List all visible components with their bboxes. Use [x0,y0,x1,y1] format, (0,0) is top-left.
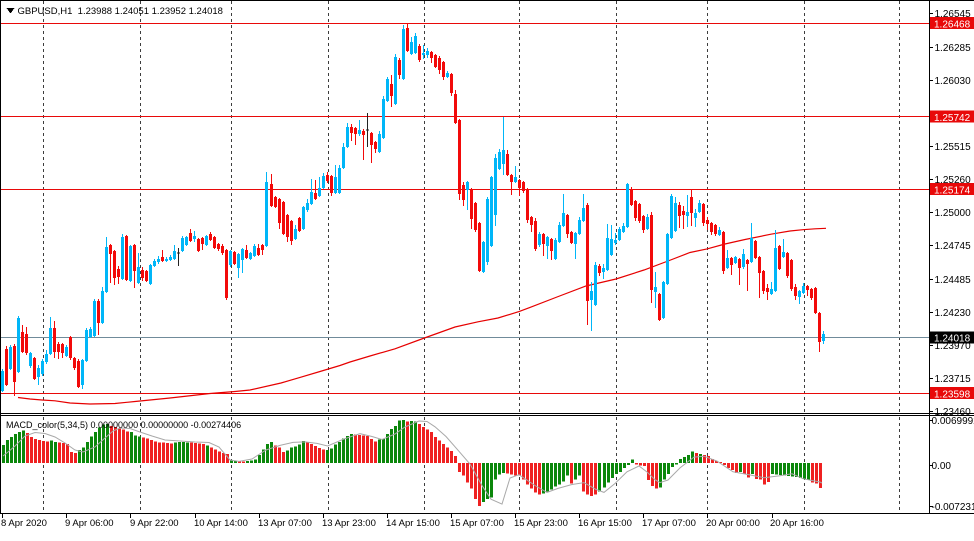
svg-text:16 Apr 15:00: 16 Apr 15:00 [578,518,632,529]
svg-text:15 Apr 23:00: 15 Apr 23:00 [514,518,568,529]
svg-text:8 Apr 2020: 8 Apr 2020 [1,518,47,529]
svg-text:1.26030: 1.26030 [935,76,972,87]
svg-text:10 Apr 14:00: 10 Apr 14:00 [194,518,248,529]
svg-text:1.24018: 1.24018 [934,334,971,345]
svg-text:1.23715: 1.23715 [935,374,972,385]
svg-text:1.24745: 1.24745 [935,241,972,252]
svg-text:1.25742: 1.25742 [934,113,971,124]
svg-text:0.00: 0.00 [932,461,952,472]
svg-text:1.23598: 1.23598 [934,389,971,400]
svg-text:9 Apr 06:00: 9 Apr 06:00 [65,518,114,529]
svg-text:MACD_color(5,34,5) 0.00000000: MACD_color(5,34,5) 0.00000000 0.00000000… [6,420,241,430]
svg-text:1.24485: 1.24485 [935,275,972,286]
svg-text:20 Apr 16:00: 20 Apr 16:00 [770,518,824,529]
svg-text:GBPUSD,H1 1.23988 1.24051 1.2: GBPUSD,H1 1.23988 1.24051 1.23952 1.2401… [18,6,223,17]
svg-text:13 Apr 23:00: 13 Apr 23:00 [322,518,376,529]
svg-text:13 Apr 07:00: 13 Apr 07:00 [258,518,312,529]
svg-text:1.24230: 1.24230 [935,308,972,319]
svg-text:1.26468: 1.26468 [934,20,971,31]
svg-text:9 Apr 22:00: 9 Apr 22:00 [130,518,179,529]
svg-text:15 Apr 07:00: 15 Apr 07:00 [450,518,504,529]
svg-text:1.25515: 1.25515 [935,142,972,153]
svg-text:14 Apr 15:00: 14 Apr 15:00 [386,518,440,529]
svg-text:-0.0072310: -0.0072310 [932,502,974,513]
svg-text:20 Apr 00:00: 20 Apr 00:00 [706,518,760,529]
svg-text:1.26285: 1.26285 [935,43,972,54]
svg-text:0.0069992: 0.0069992 [932,416,974,427]
svg-text:1.25174: 1.25174 [934,185,971,196]
svg-text:1.25000: 1.25000 [935,208,972,219]
svg-text:17 Apr 07:00: 17 Apr 07:00 [642,518,696,529]
